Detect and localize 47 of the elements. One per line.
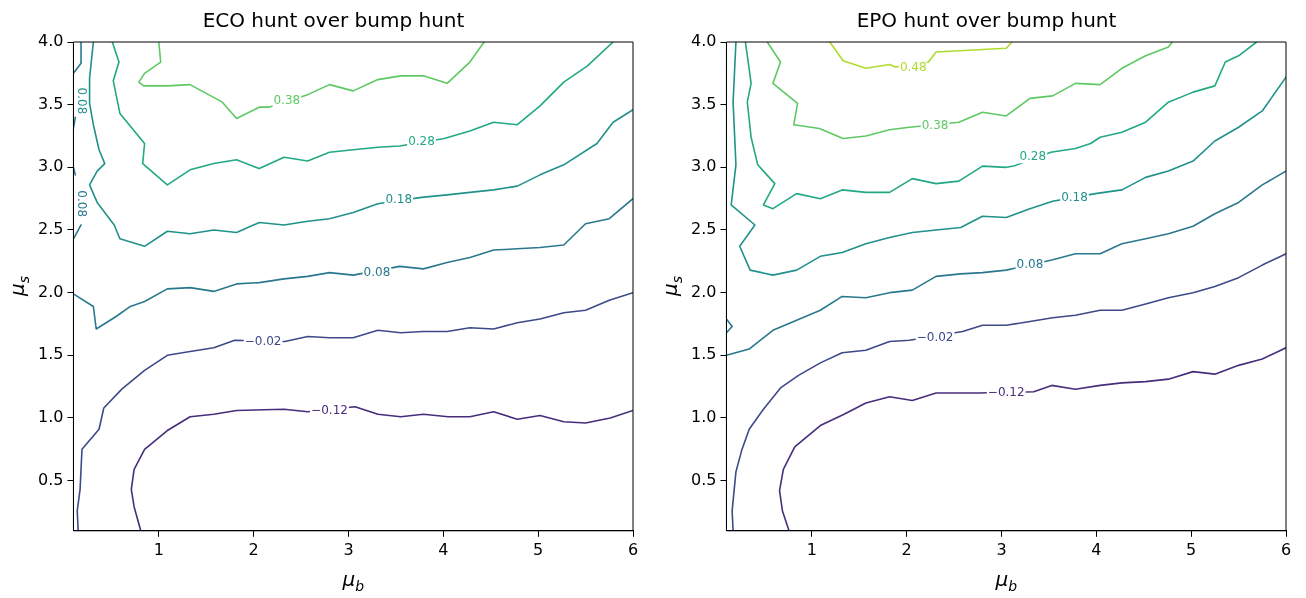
annotation: 0.08 — [363, 264, 391, 279]
annotation: 0.28 — [1019, 149, 1047, 164]
y-tick-label: 1.5 — [690, 344, 717, 364]
annotation: 0.28 — [408, 134, 435, 149]
y-tick-label: 0.5 — [690, 469, 717, 489]
x-tick-label: 6 — [627, 539, 639, 559]
annotation: 0.08 — [74, 190, 89, 218]
y-tick-label: 0.5 — [37, 469, 64, 489]
chart-title: EPO hunt over bump hunt — [856, 8, 1117, 33]
x-tick-label: 2 — [248, 539, 259, 559]
annotation: −0.12 — [987, 385, 1025, 400]
y-tick-label: 3.0 — [37, 156, 64, 176]
x-tick-label: 1 — [806, 539, 817, 559]
x-tick-label: 4 — [1091, 539, 1102, 559]
x-tick-label: 4 — [438, 539, 449, 559]
annotation: 0.18 — [1061, 189, 1088, 204]
annotation: 0.38 — [273, 93, 301, 108]
y-tick-label: 3.0 — [690, 156, 717, 176]
y-tick-label: 4.0 — [690, 31, 717, 51]
y-tick-label: 2.0 — [690, 281, 717, 301]
y-tick-label: 2.5 — [37, 219, 64, 239]
annotation: 0.48 — [899, 60, 927, 75]
annotation: 0.18 — [385, 192, 413, 207]
annotation: −0.12 — [311, 402, 348, 417]
x-tick-label: 1 — [153, 539, 164, 559]
y-tick-label: 1.5 — [37, 344, 64, 364]
chart-title: ECO hunt over bump hunt — [202, 8, 465, 33]
x-tick-label: 5 — [533, 539, 544, 559]
y-tick-label: 4.0 — [37, 31, 64, 51]
annotation: 0.38 — [921, 118, 949, 133]
annotation: 0.08 — [74, 87, 89, 115]
annotation: −0.02 — [244, 333, 282, 348]
y-tick-label: 1.0 — [690, 407, 717, 427]
x-tick-label: 5 — [1186, 539, 1197, 559]
x-axis-title: μ$_{b}$ — [995, 567, 1018, 594]
y-tick-label: 3.5 — [690, 93, 717, 113]
x-tick-label: 2 — [901, 539, 912, 559]
x-axis-title: μ$_{b}$ — [342, 567, 365, 594]
y-tick-label: 3.5 — [37, 93, 64, 113]
annotation: 0.08 — [1016, 257, 1044, 272]
x-tick-label: 6 — [1280, 539, 1292, 559]
y-tick-label: 2.0 — [37, 281, 64, 301]
y-tick-label: 1.0 — [37, 407, 64, 427]
annotation: −0.02 — [916, 329, 954, 344]
y-tick-label: 2.5 — [690, 219, 717, 239]
x-tick-label: 3 — [343, 539, 354, 559]
x-tick-label: 3 — [996, 539, 1007, 559]
